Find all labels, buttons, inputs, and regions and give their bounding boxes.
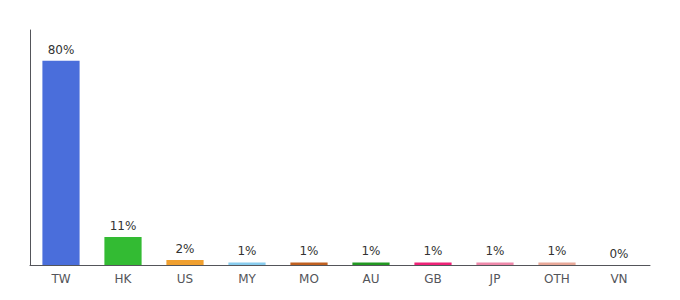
svg-text:1%: 1% — [299, 244, 318, 258]
svg-text:US: US — [177, 272, 193, 286]
svg-text:1%: 1% — [423, 244, 442, 258]
svg-text:AU: AU — [363, 272, 380, 286]
svg-text:TW: TW — [50, 272, 70, 286]
svg-text:11%: 11% — [110, 219, 137, 233]
svg-text:OTH: OTH — [544, 272, 570, 286]
svg-text:1%: 1% — [237, 244, 256, 258]
svg-text:1%: 1% — [485, 244, 504, 258]
svg-text:HK: HK — [115, 272, 133, 286]
svg-text:2%: 2% — [175, 242, 194, 256]
svg-text:1%: 1% — [361, 244, 380, 258]
svg-text:MY: MY — [238, 272, 256, 286]
svg-text:0%: 0% — [609, 247, 628, 261]
svg-text:JP: JP — [489, 272, 501, 286]
svg-text:1%: 1% — [547, 244, 566, 258]
svg-text:VN: VN — [610, 272, 627, 286]
svg-text:80%: 80% — [48, 43, 75, 57]
svg-text:GB: GB — [424, 272, 442, 286]
svg-text:MO: MO — [299, 272, 319, 286]
